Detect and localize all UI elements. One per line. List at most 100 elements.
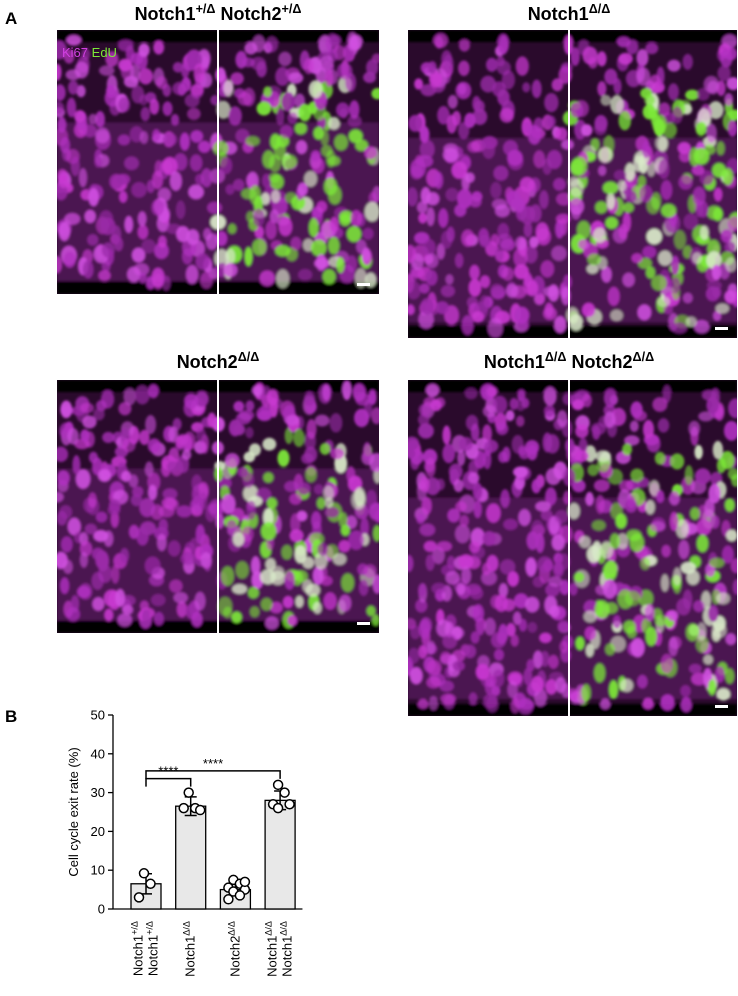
nucleus bbox=[724, 290, 736, 303]
nucleus bbox=[93, 530, 109, 542]
nucleus bbox=[569, 197, 585, 215]
nucleus bbox=[82, 260, 94, 279]
nucleus bbox=[720, 229, 733, 243]
nucleus bbox=[227, 223, 237, 235]
nucleus bbox=[445, 187, 459, 202]
nucleus bbox=[490, 233, 500, 247]
nucleus bbox=[257, 410, 273, 422]
nucleus bbox=[490, 283, 504, 297]
nucleus bbox=[606, 191, 615, 210]
nucleus bbox=[118, 96, 131, 113]
nucleus bbox=[669, 511, 679, 532]
nucleus bbox=[722, 168, 734, 186]
nucleus bbox=[586, 545, 601, 563]
nucleus bbox=[415, 599, 428, 613]
nucleus bbox=[360, 517, 369, 537]
allele: +/Δ bbox=[130, 921, 140, 935]
nucleus bbox=[727, 468, 737, 481]
nucleus bbox=[688, 663, 702, 674]
nucleus bbox=[620, 678, 634, 693]
nucleus bbox=[161, 497, 177, 509]
nucleus bbox=[140, 106, 151, 122]
nucleus bbox=[463, 644, 477, 659]
nucleus bbox=[447, 94, 458, 109]
stain: EdU bbox=[92, 45, 117, 60]
nucleus bbox=[668, 637, 678, 657]
nucleus bbox=[669, 277, 681, 294]
nucleus bbox=[682, 53, 693, 70]
nucleus bbox=[578, 239, 590, 250]
nucleus bbox=[134, 385, 150, 405]
nucleus bbox=[303, 170, 318, 187]
nucleus bbox=[408, 244, 417, 264]
nucleus bbox=[598, 165, 607, 176]
nucleus bbox=[627, 494, 636, 509]
nucleus bbox=[66, 35, 82, 46]
nucleus bbox=[245, 400, 255, 412]
gene: Notch2 bbox=[221, 4, 282, 24]
nucleus bbox=[486, 695, 499, 713]
nucleus bbox=[677, 142, 691, 154]
nucleus bbox=[109, 173, 124, 190]
significance-label: **** bbox=[203, 756, 223, 771]
nucleus bbox=[235, 561, 249, 579]
panel-label: A bbox=[5, 9, 17, 28]
nucleus bbox=[496, 632, 507, 645]
nucleus bbox=[545, 467, 562, 486]
nucleus bbox=[297, 182, 308, 197]
nucleus bbox=[680, 685, 691, 697]
nucleus bbox=[314, 414, 330, 427]
nucleus bbox=[720, 450, 735, 470]
nucleus bbox=[543, 286, 558, 297]
nucleus bbox=[329, 216, 339, 233]
nucleus bbox=[327, 116, 341, 130]
nucleus bbox=[671, 106, 683, 124]
nucleus bbox=[409, 667, 423, 685]
nucleus bbox=[78, 168, 88, 188]
nucleus bbox=[152, 170, 164, 190]
nucleus bbox=[304, 446, 318, 463]
nucleus bbox=[176, 226, 190, 243]
nucleus bbox=[588, 57, 598, 69]
nucleus bbox=[494, 247, 504, 262]
nucleus bbox=[531, 479, 542, 494]
nucleus bbox=[484, 617, 496, 636]
nucleus bbox=[67, 80, 79, 95]
nucleus bbox=[622, 443, 633, 456]
nucleus bbox=[76, 85, 86, 98]
y-tick-label: 0 bbox=[98, 902, 105, 917]
nucleus bbox=[144, 556, 161, 575]
nucleus bbox=[230, 72, 244, 86]
nucleus bbox=[144, 461, 154, 477]
nucleus bbox=[685, 623, 700, 642]
nucleus bbox=[535, 292, 546, 305]
nucleus bbox=[545, 487, 557, 506]
nucleus bbox=[425, 457, 436, 478]
nucleus bbox=[515, 415, 525, 427]
nucleus bbox=[523, 272, 532, 288]
nucleus bbox=[279, 124, 293, 139]
nucleus bbox=[195, 391, 209, 407]
nucleus bbox=[152, 129, 161, 142]
nucleus bbox=[487, 386, 498, 397]
nucleus bbox=[410, 158, 426, 178]
nucleus bbox=[303, 391, 316, 407]
nucleus bbox=[57, 63, 62, 81]
nucleus bbox=[531, 676, 544, 693]
panel-label: B bbox=[5, 707, 17, 726]
nucleus bbox=[83, 124, 97, 138]
nucleus bbox=[60, 536, 73, 553]
nucleus bbox=[57, 256, 62, 274]
nucleus bbox=[642, 245, 657, 259]
micrograph bbox=[408, 380, 737, 716]
nucleus bbox=[233, 400, 245, 412]
nucleus bbox=[417, 423, 434, 439]
nucleus bbox=[574, 450, 589, 463]
nucleus bbox=[175, 200, 186, 220]
nucleus bbox=[371, 407, 379, 425]
nucleus bbox=[705, 286, 720, 302]
nucleus bbox=[322, 269, 336, 285]
nucleus bbox=[595, 494, 605, 515]
nucleus bbox=[540, 651, 550, 667]
nucleus bbox=[483, 450, 492, 470]
